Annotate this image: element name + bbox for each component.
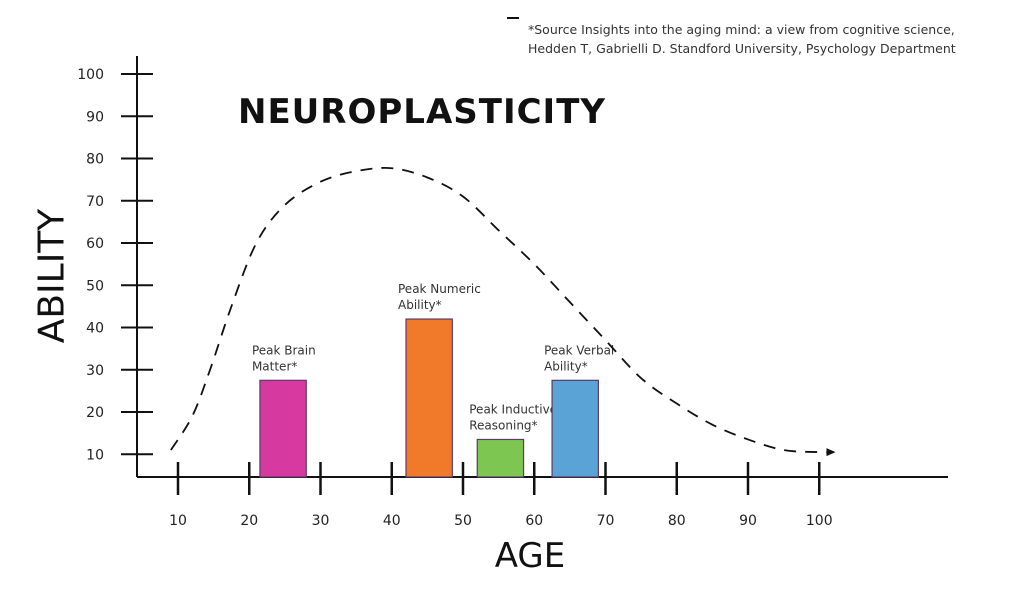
bar-label-3-1: Ability* <box>544 359 588 373</box>
x-tick-label-60: 60 <box>525 513 543 529</box>
x-tick-label-10: 10 <box>169 513 187 529</box>
y-tick-label-80: 80 <box>86 152 104 168</box>
y-tick-label-60: 60 <box>86 236 104 252</box>
x-tick-label-100: 100 <box>806 513 833 529</box>
bar-label-2-0: Peak Inductive <box>469 402 557 416</box>
x-tick-label-50: 50 <box>454 513 472 529</box>
x-tick-label-80: 80 <box>668 513 686 529</box>
y-tick-label-100: 100 <box>77 67 104 83</box>
y-tick-label-10: 10 <box>86 447 104 463</box>
x-tick-label-20: 20 <box>240 513 258 529</box>
bar-label-1-0: Peak Numeric <box>398 282 481 296</box>
y-tick-label-90: 90 <box>86 109 104 125</box>
bar-label-3-0: Peak Verbal <box>544 343 614 357</box>
bar-label-0-1: Matter* <box>252 359 297 373</box>
header-dash <box>507 17 519 19</box>
y-axis-label: ABILITY <box>31 208 73 344</box>
y-tick-label-70: 70 <box>86 194 104 210</box>
y-tick-label-50: 50 <box>86 278 104 294</box>
bar-label-1-1: Ability* <box>398 298 442 312</box>
x-tick-label-40: 40 <box>383 513 401 529</box>
bar-2 <box>476 438 525 478</box>
bar-3 <box>551 379 599 478</box>
bar-label-2-1: Reasoning* <box>469 418 537 432</box>
bar-0 <box>259 379 307 478</box>
x-axis-label: AGE <box>494 536 566 576</box>
y-tick-label-30: 30 <box>86 363 104 379</box>
y-tick-label-20: 20 <box>86 405 104 421</box>
x-tick-label-70: 70 <box>597 513 615 529</box>
source-line-1: *Source Insights into the aging mind: a … <box>528 22 955 37</box>
y-tick-label-40: 40 <box>86 321 104 337</box>
source-line-2: Hedden T, Gabrielli D. Standford Univers… <box>528 41 956 56</box>
chart-title: NEUROPLASTICITY <box>238 92 607 132</box>
source-citation: *Source Insights into the aging mind: a … <box>528 20 956 58</box>
bar-1 <box>405 318 453 478</box>
bar-label-0-0: Peak Brain <box>252 343 316 357</box>
x-tick-label-30: 30 <box>312 513 330 529</box>
x-tick-label-90: 90 <box>739 513 757 529</box>
trend-curve <box>170 167 836 457</box>
